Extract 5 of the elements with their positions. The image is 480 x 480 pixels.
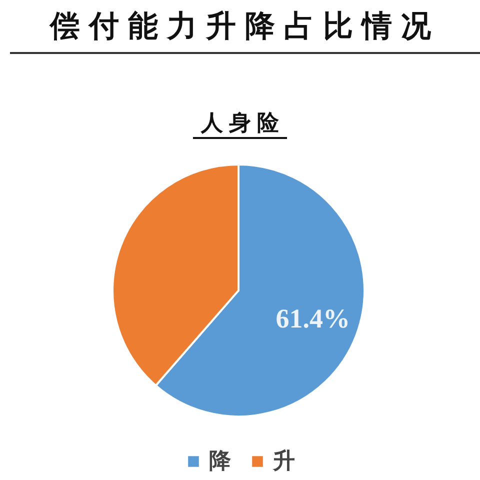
data-label: 61.4% — [276, 303, 350, 334]
chart-subtitle: 人身险 — [193, 111, 287, 139]
legend-label: 降 — [209, 448, 231, 476]
legend-label: 升 — [273, 448, 295, 476]
chart-title: 偿付能力升降占比情况 — [10, 0, 480, 54]
